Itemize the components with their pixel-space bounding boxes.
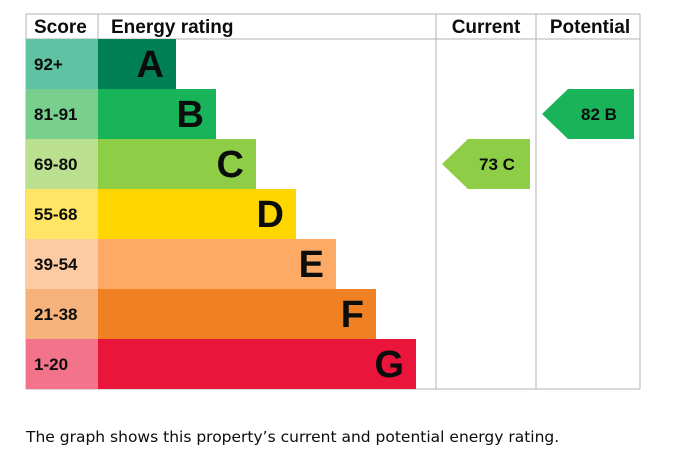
current-rating-arrow <box>442 139 530 189</box>
band-letter-a: A <box>137 44 164 86</box>
score-range-c: 69-80 <box>34 155 77 174</box>
band-letter-e: E <box>299 244 324 286</box>
current-rating-label: 73 C <box>479 155 515 174</box>
band-letter-c: C <box>217 144 244 186</box>
score-range-b: 81-91 <box>34 105 77 124</box>
rating-markers: 73 C 82 B <box>442 89 634 189</box>
header-current: Current <box>452 17 521 38</box>
score-cell-f <box>26 289 98 339</box>
band-bar-c <box>98 139 256 189</box>
score-cell-e <box>26 239 98 289</box>
header-score: Score <box>34 17 87 38</box>
energy-rating-chart: Score Energy rating Current Potential 92… <box>25 13 641 390</box>
header-potential: Potential <box>550 17 630 38</box>
rating-bands: 92+ A 81-91 B 69-80 C 55-68 D 39-54 E 21-38 F 1-20 G <box>26 39 416 389</box>
band-bar-f <box>98 289 376 339</box>
band-letter-d: D <box>257 194 284 236</box>
score-cell-b <box>26 89 98 139</box>
score-cell-c <box>26 139 98 189</box>
band-bar-d <box>98 189 296 239</box>
score-range-f: 21-38 <box>34 305 77 324</box>
band-letter-g: G <box>374 344 404 386</box>
score-range-g: 1-20 <box>34 355 68 374</box>
score-range-d: 55-68 <box>34 205 77 224</box>
band-letter-f: F <box>341 294 364 336</box>
band-bar-b <box>98 89 216 139</box>
band-letter-b: B <box>177 94 204 136</box>
band-bar-g <box>98 339 416 389</box>
chart-headers: Score Energy rating Current Potential <box>34 17 630 38</box>
band-bar-a <box>98 39 176 89</box>
potential-rating-label: 82 B <box>581 105 617 124</box>
score-range-a: 92+ <box>34 55 63 74</box>
score-cell-d <box>26 189 98 239</box>
score-cell-a <box>26 39 98 89</box>
potential-rating-arrow <box>542 89 634 139</box>
chart-caption: The graph shows this property’s current … <box>26 428 560 446</box>
band-bar-e <box>98 239 336 289</box>
header-energy-rating: Energy rating <box>111 17 233 38</box>
score-cell-g <box>26 339 98 389</box>
score-range-e: 39-54 <box>34 255 78 274</box>
